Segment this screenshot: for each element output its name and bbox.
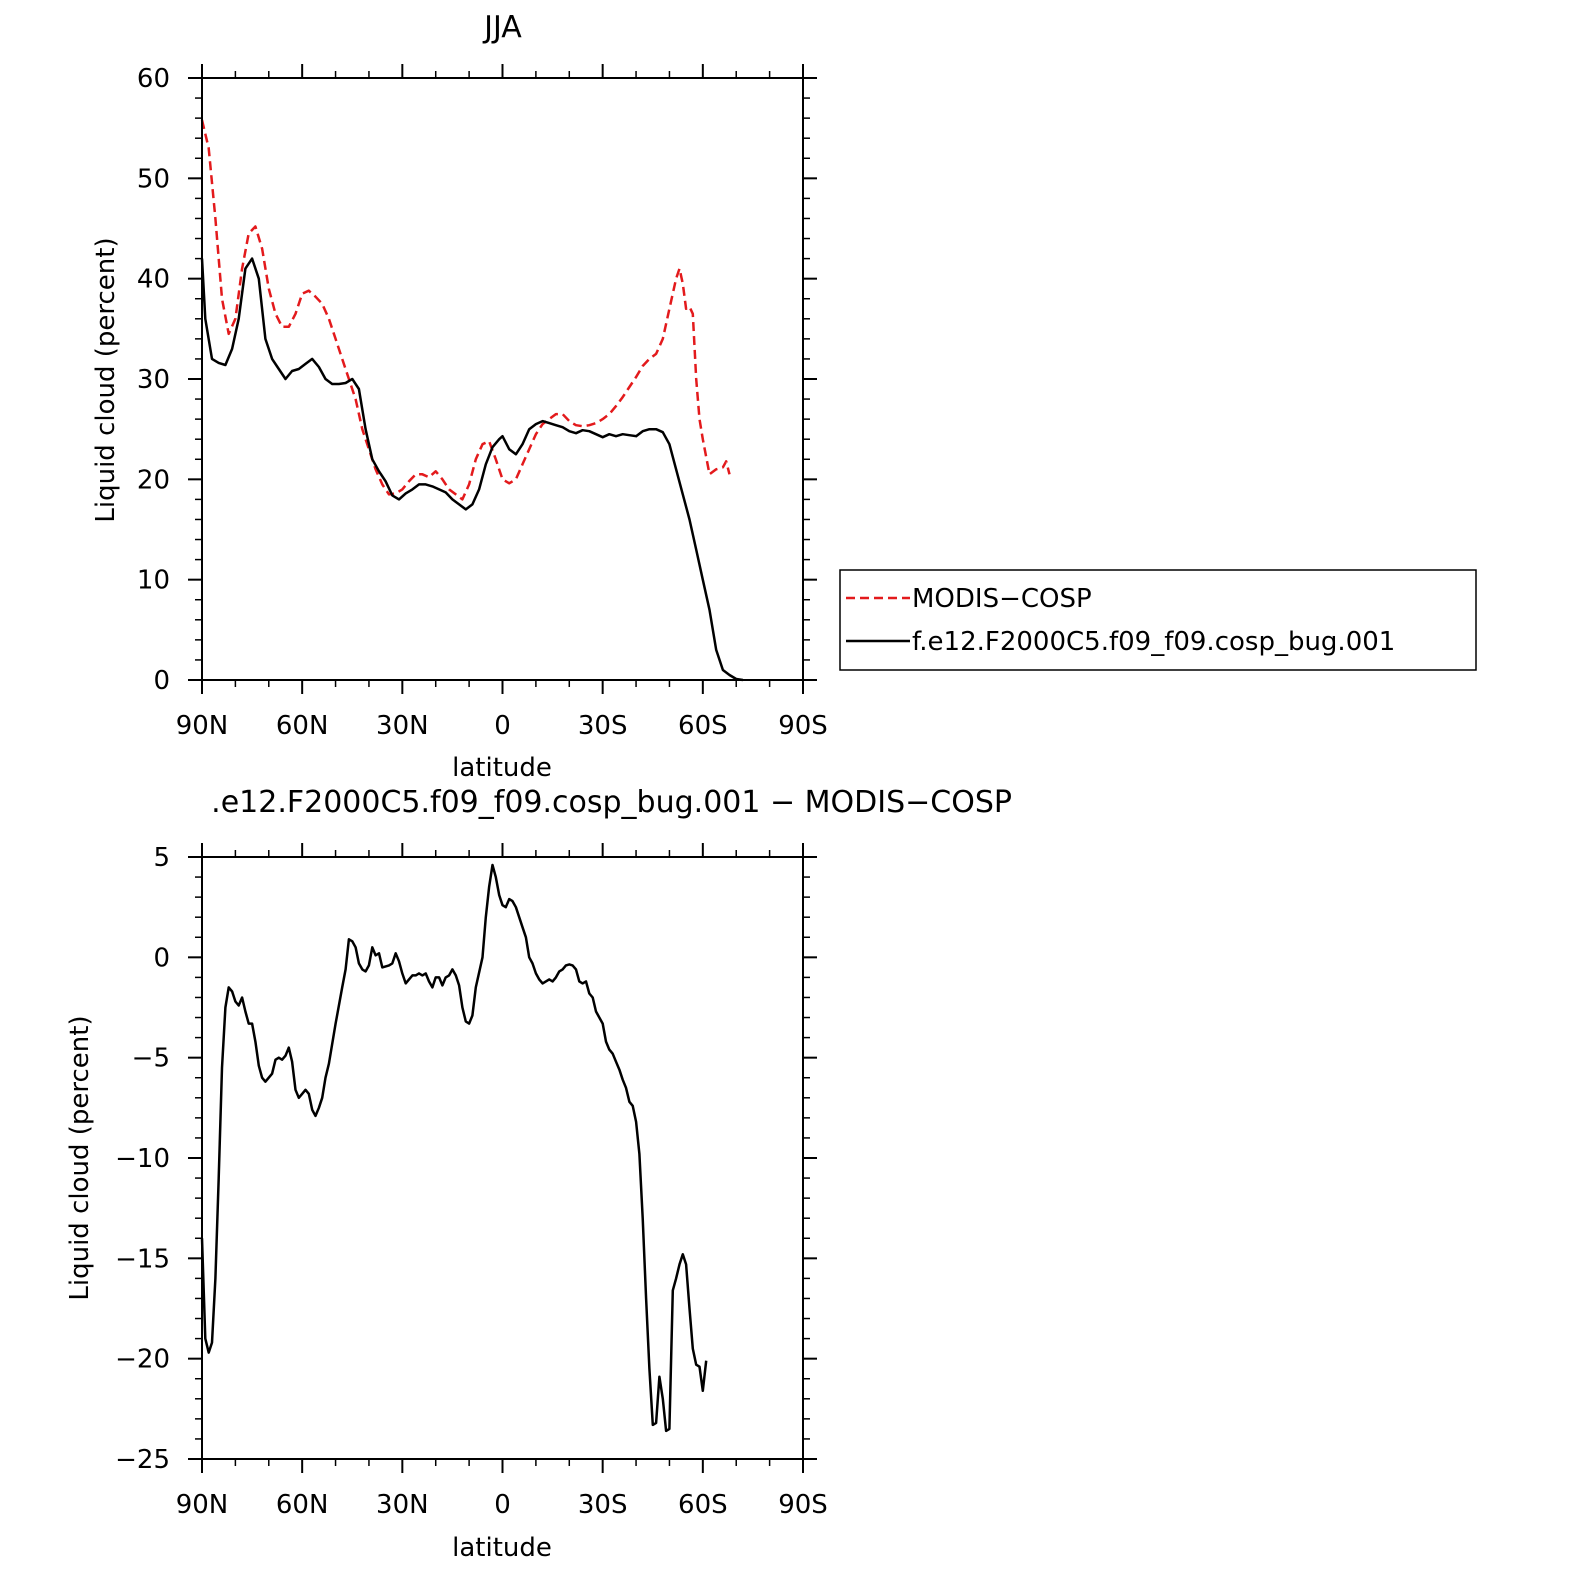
bottom-x-tick-label: 60N — [276, 1490, 329, 1520]
bottom-x-tick-label: 30N — [376, 1490, 429, 1520]
top-series-modis-cosp-line — [200, 119, 731, 501]
bottom-x-axis-label: latitude — [452, 1533, 552, 1563]
bottom-plot-frame — [201, 856, 804, 1460]
top-y-axis-label: Liquid cloud (percent) — [91, 237, 121, 522]
bottom-series-group — [200, 863, 708, 1433]
top-y-tick-label: 50 — [137, 164, 170, 194]
top-x-tick-label: 60S — [678, 711, 728, 741]
bottom-chart-title: .e12.F2000C5.f09_f09.cosp_bug.001 − MODI… — [211, 785, 1012, 820]
legend-box — [839, 569, 1477, 671]
top-plot-frame — [201, 77, 804, 681]
bottom-y-tick-label: −5 — [132, 1044, 170, 1074]
bottom-x-tick-label: 60S — [678, 1490, 728, 1520]
top-x-tick-labels: 90N 60N 30N 0 30S 60S 90S — [176, 711, 828, 741]
bottom-y-tick-label: 0 — [153, 943, 170, 973]
top-y-tick-labels: 0 10 20 30 40 50 60 — [137, 64, 170, 696]
top-x-tick-label: 30N — [376, 711, 429, 741]
top-x-tick-label: 90N — [176, 711, 229, 741]
bottom-y-tick-labels: 5 0 −5 −10 −15 −20 −25 — [115, 843, 170, 1475]
bottom-y-tick-label: 5 — [153, 843, 170, 873]
legend-label-model: f.e12.F2000C5.f09_f09.cosp_bug.001 — [912, 627, 1395, 657]
bottom-ticks — [188, 843, 817, 1473]
top-ticks — [188, 64, 817, 694]
top-x-tick-label: 0 — [494, 711, 511, 741]
bottom-x-tick-labels: 90N 60N 30N 0 30S 60S 90S — [176, 1490, 828, 1520]
bottom-y-tick-label: −15 — [115, 1244, 170, 1274]
bottom-chart: .e12.F2000C5.f09_f09.cosp_bug.001 − MODI… — [65, 785, 1012, 1563]
top-x-tick-label: 60N — [276, 711, 329, 741]
bottom-x-tick-label: 90N — [176, 1490, 229, 1520]
bottom-y-tick-label: −10 — [115, 1144, 170, 1174]
bottom-x-tick-label: 30S — [578, 1490, 628, 1520]
top-chart: JJA 90N 60N 30N 0 30S 60S 90S 0 10 20 30 40 50 60 la… — [91, 10, 828, 783]
top-x-tick-label: 90S — [778, 711, 828, 741]
bottom-y-tick-label: −20 — [115, 1345, 170, 1375]
bottom-y-tick-label: −25 — [115, 1445, 170, 1475]
bottom-x-tick-label: 90S — [778, 1490, 828, 1520]
bottom-series-model-line — [200, 863, 708, 1433]
top-y-tick-label: 30 — [137, 365, 170, 395]
legend: MODIS−COSP f.e12.F2000C5.f09_f09.cosp_bu… — [839, 569, 1477, 671]
top-y-tick-label: 20 — [137, 465, 170, 495]
bottom-x-tick-label: 0 — [494, 1490, 511, 1520]
top-y-tick-label: 40 — [137, 265, 170, 295]
bottom-y-axis-label: Liquid cloud (percent) — [65, 1015, 95, 1300]
top-series-model-line — [200, 257, 744, 682]
top-x-axis-label: latitude — [452, 753, 552, 783]
legend-label-modis-cosp: MODIS−COSP — [912, 584, 1092, 614]
top-y-tick-label: 0 — [153, 666, 170, 696]
top-y-tick-label: 10 — [137, 566, 170, 596]
top-series-group — [200, 119, 744, 682]
top-y-tick-label: 60 — [137, 64, 170, 94]
top-x-tick-label: 30S — [578, 711, 628, 741]
top-chart-title: JJA — [482, 10, 522, 45]
